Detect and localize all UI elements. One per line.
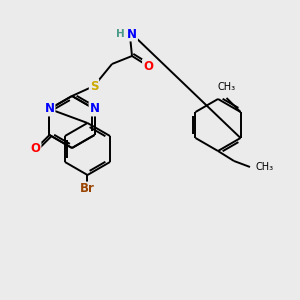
Text: N: N — [44, 103, 55, 116]
Text: H: H — [116, 29, 124, 39]
Text: CH₃: CH₃ — [256, 162, 274, 172]
Text: O: O — [31, 142, 40, 155]
Text: N: N — [127, 28, 137, 40]
Text: S: S — [90, 80, 98, 92]
Text: O: O — [143, 59, 153, 73]
Text: CH₃: CH₃ — [218, 82, 236, 92]
Text: N: N — [89, 103, 100, 116]
Text: Br: Br — [80, 182, 95, 196]
